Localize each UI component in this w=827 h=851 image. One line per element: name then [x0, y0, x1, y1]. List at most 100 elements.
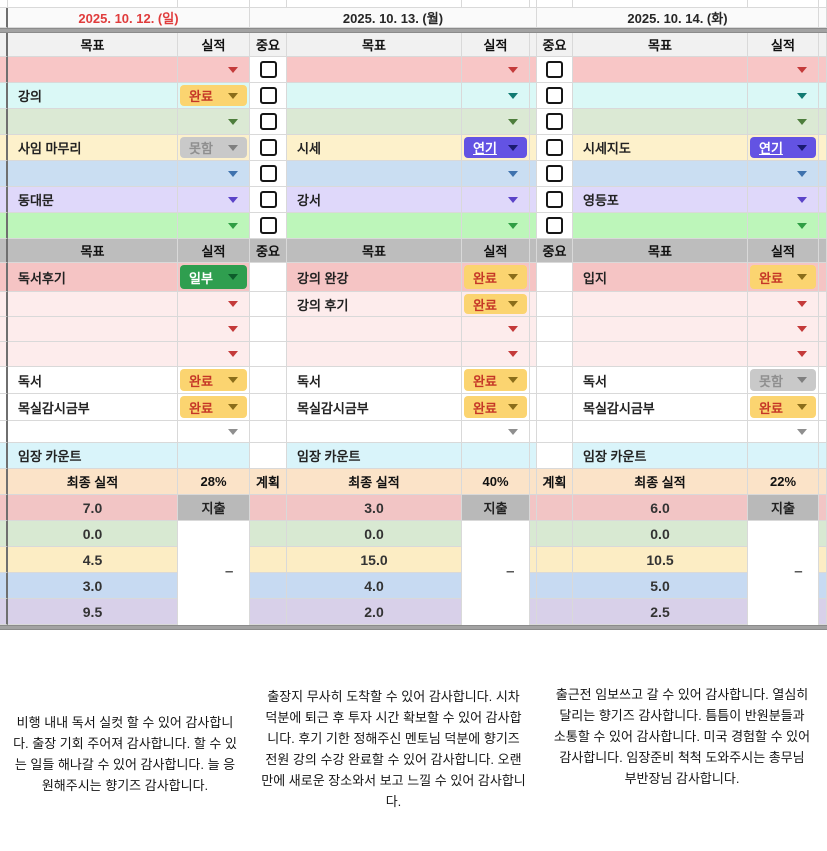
summary-value-cell[interactable]: 0.0 — [287, 521, 462, 547]
summary-empty-cell[interactable] — [748, 547, 819, 573]
result-dropdown-cell[interactable]: 연기 — [462, 135, 530, 161]
important-cell[interactable] — [250, 57, 287, 83]
result-chip-delayed[interactable]: 연기 — [464, 137, 527, 158]
goal-cell[interactable]: 임장 카운트 — [287, 443, 462, 469]
result-dropdown-cell[interactable] — [462, 187, 530, 213]
important-cell[interactable] — [537, 213, 573, 239]
result-dropdown-cell[interactable] — [178, 213, 250, 239]
goal-cell[interactable]: 임장 카운트 — [8, 443, 178, 469]
goal-cell[interactable]: 독서 — [287, 367, 462, 394]
summary-empty-cell[interactable] — [178, 547, 250, 573]
important-cell[interactable] — [250, 135, 287, 161]
summary-value-cell[interactable]: 4.5 — [8, 547, 178, 573]
goal-cell[interactable]: 독서 — [8, 367, 178, 394]
result-dropdown-cell[interactable]: 완료 — [462, 394, 530, 421]
goal-cell[interactable] — [287, 57, 462, 83]
result-dropdown-cell[interactable] — [178, 292, 250, 317]
important-cell[interactable] — [250, 443, 287, 469]
result-dropdown-cell[interactable] — [748, 83, 819, 109]
important-cell[interactable] — [250, 161, 287, 187]
important-cell[interactable] — [537, 317, 573, 342]
result-dropdown-cell[interactable] — [178, 421, 250, 443]
important-cell[interactable] — [250, 342, 287, 367]
goal-cell[interactable]: 목실감시금부 — [573, 394, 748, 421]
plan-cell[interactable] — [250, 495, 287, 521]
summary-value-cell[interactable]: 0.0 — [8, 521, 178, 547]
importance-checkbox[interactable] — [546, 87, 563, 104]
summary-value-cell[interactable]: 15.0 — [287, 547, 462, 573]
result-dropdown-cell[interactable] — [748, 292, 819, 317]
summary-empty-cell[interactable] — [178, 599, 250, 625]
result-dropdown-cell[interactable] — [462, 161, 530, 187]
result-dropdown-cell[interactable] — [748, 57, 819, 83]
result-chip-missed[interactable]: 못함 — [750, 369, 816, 391]
important-cell[interactable] — [250, 83, 287, 109]
result-dropdown-cell[interactable] — [462, 317, 530, 342]
result-dropdown-cell[interactable] — [748, 213, 819, 239]
summary-empty-cell[interactable] — [462, 521, 530, 547]
important-cell[interactable] — [537, 187, 573, 213]
goal-cell[interactable] — [573, 161, 748, 187]
summary-value-cell[interactable]: 3.0 — [8, 573, 178, 599]
important-cell[interactable] — [537, 443, 573, 469]
goal-cell[interactable] — [573, 109, 748, 135]
result-dropdown-cell[interactable]: 완료 — [178, 83, 250, 109]
goal-cell[interactable] — [573, 213, 748, 239]
goal-cell[interactable] — [287, 109, 462, 135]
plan-cell[interactable] — [250, 599, 287, 625]
goal-cell[interactable]: 시세 — [287, 135, 462, 161]
important-cell[interactable] — [250, 317, 287, 342]
importance-checkbox[interactable] — [546, 165, 563, 182]
goal-cell[interactable] — [8, 109, 178, 135]
important-cell[interactable] — [250, 213, 287, 239]
result-dropdown-cell[interactable] — [178, 109, 250, 135]
result-chip-done[interactable]: 완료 — [464, 396, 527, 418]
goal-cell[interactable] — [8, 292, 178, 317]
summary-value-cell[interactable]: 9.5 — [8, 599, 178, 625]
summary-empty-cell[interactable]: – — [462, 563, 530, 599]
result-dropdown-cell[interactable]: 완료 — [462, 263, 530, 292]
result-dropdown-cell[interactable] — [748, 317, 819, 342]
result-dropdown-cell[interactable] — [748, 109, 819, 135]
goal-cell[interactable] — [287, 213, 462, 239]
goal-cell[interactable]: 영등포 — [573, 187, 748, 213]
goal-cell[interactable]: 강의 완강 — [287, 263, 462, 292]
result-dropdown-cell[interactable]: 일부 — [178, 263, 250, 292]
summary-empty-cell[interactable]: – — [178, 563, 250, 599]
result-dropdown-cell[interactable] — [748, 421, 819, 443]
result-chip-done[interactable]: 완료 — [180, 85, 247, 106]
summary-empty-cell[interactable] — [462, 547, 530, 573]
result-cell[interactable] — [178, 443, 250, 469]
goal-cell[interactable] — [287, 161, 462, 187]
summary-empty-cell[interactable] — [748, 521, 819, 547]
result-chip-done[interactable]: 완료 — [180, 396, 247, 418]
important-cell[interactable] — [250, 421, 287, 443]
summary-empty-cell[interactable] — [462, 599, 530, 625]
plan-cell[interactable] — [537, 547, 573, 573]
importance-checkbox[interactable] — [259, 61, 277, 78]
result-chip-partial[interactable]: 일부 — [180, 265, 247, 289]
importance-checkbox[interactable] — [259, 217, 277, 234]
importance-checkbox[interactable] — [259, 113, 277, 130]
result-dropdown-cell[interactable] — [462, 109, 530, 135]
result-dropdown-cell[interactable] — [462, 342, 530, 367]
important-cell[interactable] — [250, 187, 287, 213]
plan-cell[interactable] — [250, 573, 287, 599]
goal-cell[interactable] — [287, 317, 462, 342]
result-dropdown-cell[interactable] — [178, 317, 250, 342]
result-dropdown-cell[interactable]: 완료 — [748, 263, 819, 292]
goal-cell[interactable]: 동대문 — [8, 187, 178, 213]
goal-cell[interactable] — [8, 161, 178, 187]
important-cell[interactable] — [537, 109, 573, 135]
goal-cell[interactable]: 사임 마무리 — [8, 135, 178, 161]
plan-cell[interactable] — [250, 521, 287, 547]
summary-empty-cell[interactable] — [178, 521, 250, 547]
result-dropdown-cell[interactable]: 완료 — [178, 367, 250, 394]
goal-cell[interactable] — [573, 342, 748, 367]
goal-cell[interactable] — [287, 83, 462, 109]
goal-cell[interactable]: 강서 — [287, 187, 462, 213]
result-dropdown-cell[interactable]: 연기 — [748, 135, 819, 161]
goal-cell[interactable]: 독서후기 — [8, 263, 178, 292]
importance-checkbox[interactable] — [259, 165, 277, 182]
important-cell[interactable] — [537, 394, 573, 421]
